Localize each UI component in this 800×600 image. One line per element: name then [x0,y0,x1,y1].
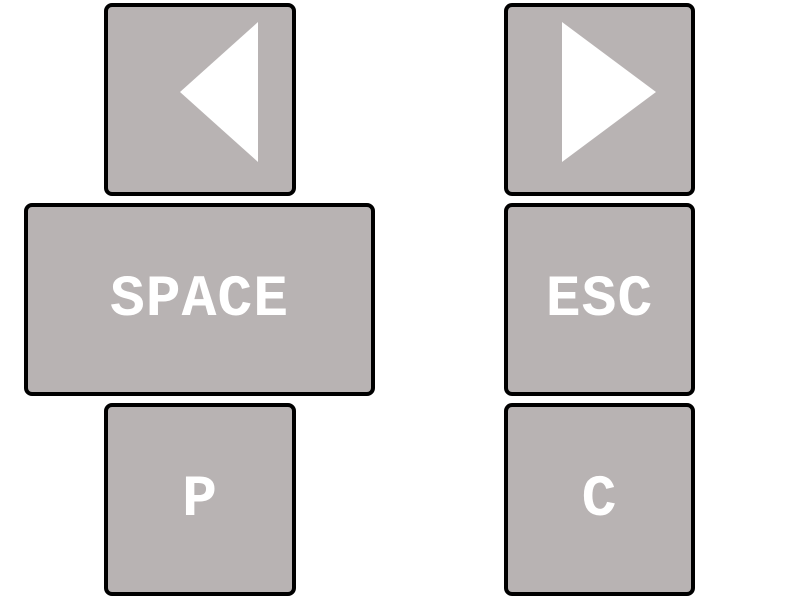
p-key-label: P [182,467,218,533]
esc-key[interactable]: ESC [504,203,695,396]
left-triangle-icon [180,21,258,162]
left-arrow-key[interactable] [104,3,296,196]
c-key[interactable]: C [504,403,695,596]
p-key[interactable]: P [104,403,296,596]
space-key-label: SPACE [109,267,290,333]
space-key[interactable]: SPACE [24,203,375,396]
right-arrow-key[interactable] [504,3,695,196]
c-key-label: C [581,467,618,533]
right-triangle-icon [561,21,656,162]
esc-key-label: ESC [545,267,654,333]
